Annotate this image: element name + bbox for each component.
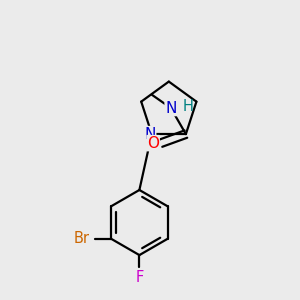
- Text: O: O: [147, 136, 159, 151]
- Text: N: N: [165, 100, 176, 116]
- Text: F: F: [135, 270, 143, 285]
- Text: H: H: [182, 99, 193, 114]
- Text: Br: Br: [74, 231, 90, 246]
- Text: N: N: [144, 127, 156, 142]
